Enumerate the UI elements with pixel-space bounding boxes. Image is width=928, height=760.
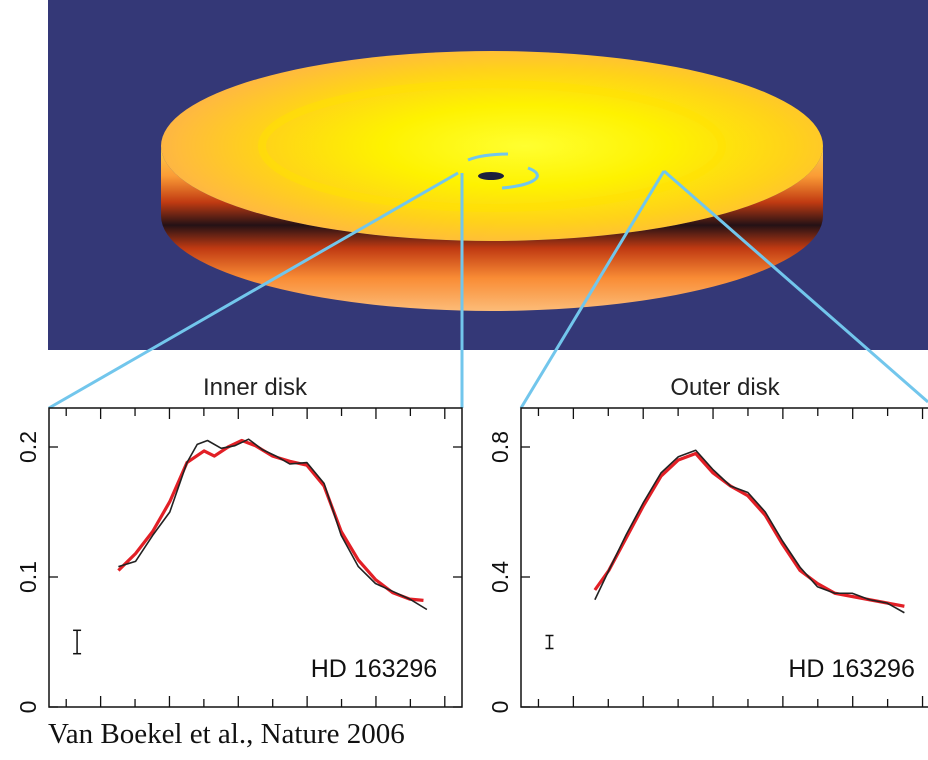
inner-region-marker-arc-right — [501, 166, 539, 190]
plot-frame — [48, 407, 463, 708]
inner-disk-title: Inner disk — [202, 374, 308, 401]
y-tick-label: 0 — [487, 701, 513, 714]
connector-outer-left — [519, 170, 666, 409]
figure-credit: Van Boekel et al., Nature 2006 — [48, 718, 405, 750]
star-name-annotation: HD 163296 — [311, 655, 437, 683]
star-name-annotation: HD 163296 — [788, 655, 914, 683]
inner-rim-ring-1 — [258, 80, 726, 212]
y-tick-label: 0.1 — [15, 561, 41, 593]
disk-top-surface — [161, 51, 823, 241]
connector-outer-right — [663, 169, 928, 404]
outer-disk-title: Outer disk — [670, 374, 780, 401]
central-star-cavity — [478, 172, 504, 180]
y-tick-label: 0 — [15, 701, 41, 714]
y-tick-label: 0.4 — [487, 561, 513, 593]
y-tick-label: 0.2 — [15, 431, 41, 463]
outer-disk-plot: 0 0.4 0.8 HD 163296 — [487, 407, 928, 714]
disk-illustration — [161, 51, 823, 311]
y-tick-label: 0.8 — [487, 431, 513, 463]
inner-disk-plot: 0 0.1 0.2 HD 163296 — [15, 407, 463, 714]
connector-lines — [48, 169, 928, 410]
connector-inner-left — [48, 171, 459, 410]
observed-spectrum — [118, 438, 428, 611]
model-curve — [593, 451, 905, 608]
disk-rim — [161, 146, 823, 311]
observed-spectrum — [594, 449, 905, 614]
inner-region-marker-arc-left — [467, 152, 509, 162]
plot-frame — [520, 407, 928, 708]
